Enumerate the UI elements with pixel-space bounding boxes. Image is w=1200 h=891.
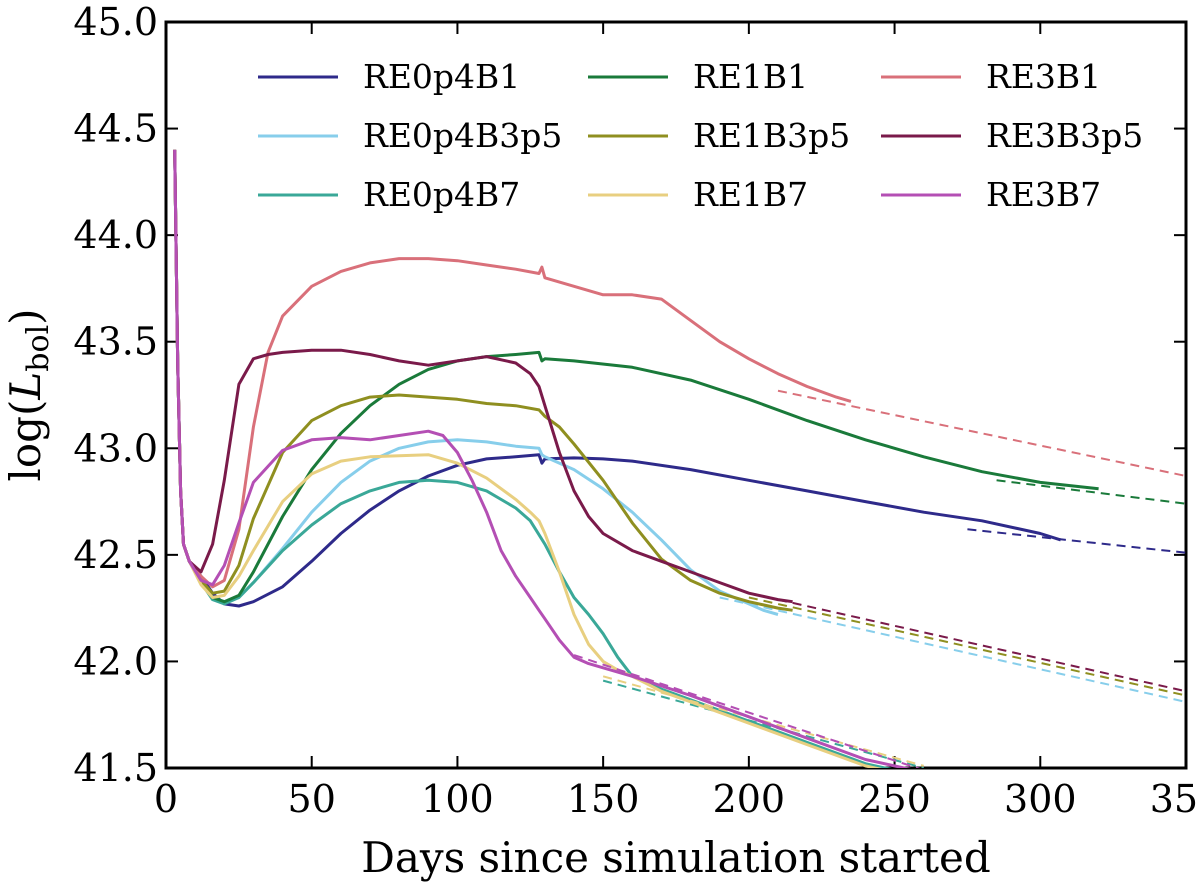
y-tick-label: 44.0 <box>73 213 158 257</box>
series-fit-RE0p4B1 <box>967 528 1186 554</box>
y-tick-label: 42.5 <box>73 533 158 577</box>
legend-label-RE1B7: RE1B7 <box>693 175 808 214</box>
y-tick-label: 41.5 <box>73 746 158 790</box>
legend: RE0p4B1 RE0p4B3p5 RE0p4B7 RE1B1 RE1B3p5 RE1B7… <box>258 57 1143 214</box>
x-tick-label: 150 <box>567 777 640 821</box>
series-fit-RE1B3p5 <box>748 596 1186 697</box>
series-fit-RE0p4B7 <box>602 679 924 768</box>
series-line-RE0p4B3p5 <box>173 149 779 616</box>
y-axis-title: log(Lbol) <box>1 308 56 481</box>
legend-label-RE3B1: RE3B1 <box>986 57 1101 96</box>
y-tick-label: 45.0 <box>73 0 158 44</box>
y-axis-title-suffix: ) <box>1 308 50 324</box>
series-layer <box>173 149 1186 768</box>
x-tick-label: 250 <box>858 777 931 821</box>
y-tick-label: 43.5 <box>73 320 158 364</box>
x-tick-label: 100 <box>421 777 494 821</box>
y-axis-title-subscript: bol <box>21 325 56 372</box>
series-line-RE1B3p5 <box>173 149 793 612</box>
legend-label-RE1B1: RE1B1 <box>693 57 808 96</box>
legend-label-RE3B7: RE3B7 <box>986 175 1101 214</box>
series-fit-RE0p4B3p5 <box>719 596 1186 703</box>
y-tick-label: 44.5 <box>73 107 158 151</box>
series-line-RE1B1 <box>173 149 1099 604</box>
y-axis-title-symbol: L <box>1 372 50 401</box>
series-fit-RE3B3p5 <box>777 598 1186 693</box>
plot-frame <box>164 20 1188 770</box>
x-tick-label: 350 <box>1150 777 1200 821</box>
legend-label-RE0p4B1: RE0p4B1 <box>363 57 520 96</box>
series-line-RE0p4B7 <box>173 149 892 768</box>
y-axis-title-prefix: log( <box>1 400 50 482</box>
legend-label-RE3B3p5: RE3B3p5 <box>986 116 1143 155</box>
x-axis-title: Days since simulation started <box>361 833 991 882</box>
axis-ticks: 0 50 100 150 200 250 300 350 41.5 42.0 42.5 43.0 43.… <box>73 0 1200 821</box>
legend-label-RE1B3p5: RE1B3p5 <box>693 116 850 155</box>
series-fit-RE1B1 <box>996 479 1186 505</box>
y-tick-label: 43.0 <box>73 426 158 470</box>
series-fit-RE3B7 <box>573 654 921 768</box>
series-line-RE3B1 <box>173 149 852 589</box>
series-line-RE0p4B1 <box>173 149 1062 608</box>
x-tick-label: 200 <box>713 777 786 821</box>
series-line-RE3B7 <box>173 149 912 768</box>
series-line-RE3B3p5 <box>173 149 793 604</box>
series-line-RE1B7 <box>173 149 882 768</box>
legend-label-RE0p4B7: RE0p4B7 <box>363 175 520 214</box>
x-tick-label: 50 <box>288 777 336 821</box>
x-tick-label: 0 <box>154 777 178 821</box>
y-tick-label: 42.0 <box>73 639 158 683</box>
x-tick-label: 300 <box>1004 777 1077 821</box>
series-fit-RE3B1 <box>777 389 1186 477</box>
legend-label-RE0p4B3p5: RE0p4B3p5 <box>363 116 562 155</box>
